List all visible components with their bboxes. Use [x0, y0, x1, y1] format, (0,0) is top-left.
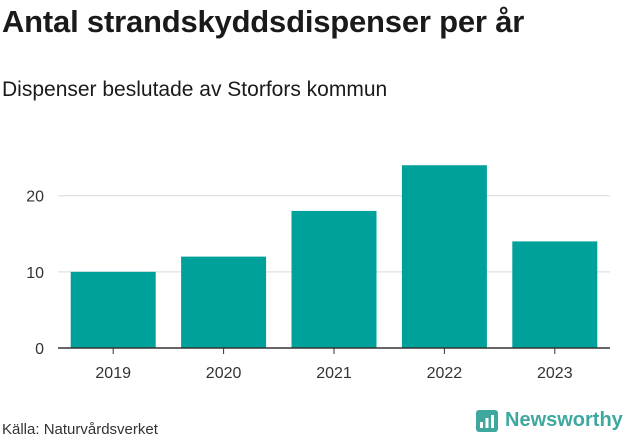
bar-2019: [70, 271, 156, 348]
brand-logo-group: Newsworthy: [476, 409, 623, 432]
x-tick-label-2022: 2022: [427, 365, 463, 382]
y-tick-label-20: 20: [26, 189, 44, 206]
x-tick-label-2023: 2023: [537, 365, 573, 382]
y-tick-label-0: 0: [35, 341, 44, 358]
x-tick-label-2020: 2020: [206, 365, 242, 382]
y-tick-label-10: 10: [26, 265, 44, 282]
chart-title: Antal strandskyddsdispenser per år: [2, 4, 525, 39]
bar-2021: [291, 210, 377, 348]
bar-chart-icon: [476, 409, 498, 432]
x-tick-label-2021: 2021: [316, 365, 352, 382]
x-tick-label-2019: 2019: [95, 365, 131, 382]
bar-2020: [181, 256, 267, 348]
bar-2022: [401, 165, 487, 348]
source-note: Källa: Naturvårdsverket: [2, 421, 158, 438]
bar-2023: [512, 241, 598, 348]
chart-subtitle: Dispenser beslutade av Storfors kommun: [2, 78, 388, 101]
brand-name: Newsworthy: [505, 409, 623, 431]
